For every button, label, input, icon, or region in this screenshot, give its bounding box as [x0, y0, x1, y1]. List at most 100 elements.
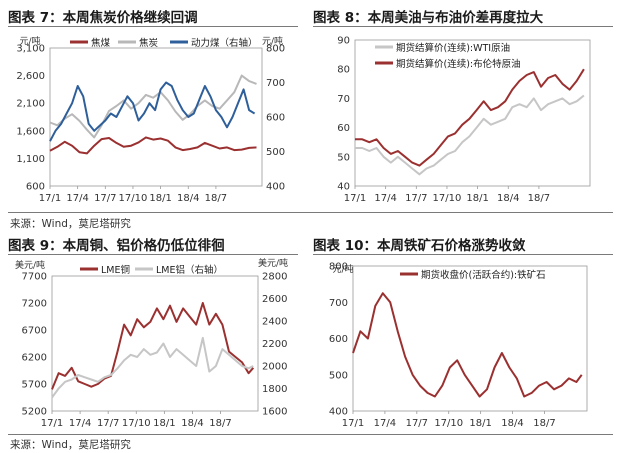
y-tick-label: 40: [337, 182, 350, 193]
y-tick-label: 2,100: [16, 99, 45, 110]
series-line-2: [355, 68, 585, 167]
y2-tick-label: 2400: [262, 317, 287, 328]
y2-tick-label: 2000: [262, 362, 287, 373]
x-tick-label: 18/7: [533, 418, 555, 429]
x-tick-label: 18/1: [153, 418, 175, 429]
y-tick-label: 3,100: [16, 44, 45, 55]
plot-frame: [49, 47, 263, 187]
coke-price-chart: 3,100 2,600 2,100 1,600 1,100 600 800 700 600 500…: [16, 35, 285, 204]
y2-tick-label: 2200: [262, 339, 287, 350]
x-tick-label: 17/10: [434, 418, 463, 429]
legend-label: 期货结算价(连续):WTI原油: [396, 42, 510, 54]
legend-label: 焦煤: [91, 37, 111, 49]
y2-axis-unit: 美元/吨: [258, 257, 288, 269]
x-tick-label: 17/4: [374, 418, 396, 429]
source-note: 来源：Wind，莫尼塔研究: [10, 439, 131, 451]
x-tick-label: 18/7: [528, 193, 550, 204]
source-rule: [8, 434, 613, 435]
y2-tick-label: 800: [266, 44, 285, 55]
x-tick-label: 17/7: [94, 193, 116, 204]
x-tick-label: 17/10: [433, 193, 462, 204]
y2-tick-label: 500: [266, 147, 285, 158]
metal-price-chart: 7700 7200 6700 6200 5700 5200 2800 2600 2400 2200…: [15, 257, 288, 429]
chart-title-9: 图表 9：本周铜、铝价格仍低位徘徊: [8, 238, 225, 254]
y-tick-label: 600: [26, 182, 45, 193]
x-tick-label: 17/10: [122, 418, 151, 429]
y2-tick-label: 700: [266, 78, 285, 89]
y-tick-label: 50: [337, 152, 350, 163]
chart-title-10: 图表 10：本周铁矿石价格涨势收敛: [313, 238, 526, 254]
series-line-1: [352, 292, 583, 398]
x-tick-label: 17/4: [69, 418, 91, 429]
x-tick-label: 18/1: [149, 193, 171, 204]
y2-tick-label: 1600: [262, 407, 287, 418]
y-axis-unit: 美元/吨: [15, 259, 45, 271]
title-rule: [313, 254, 613, 255]
legend-label: 动力煤（右轴）: [191, 37, 258, 49]
x-tick-label: 17/4: [66, 193, 88, 204]
y-tick-label: 5700: [22, 380, 47, 391]
y2-tick-label: 2600: [262, 294, 287, 305]
y-tick-label: 1,100: [16, 154, 45, 165]
plot-frame: [51, 275, 259, 412]
plot-frame: [352, 265, 588, 412]
series-line-1: [49, 136, 257, 155]
legend-label: LME铜: [101, 264, 130, 276]
x-tick-label: 17/1: [344, 193, 366, 204]
y-tick-label: 600: [329, 334, 348, 345]
legend-label: 期货收盘价(活跃合约):铁矿石: [421, 269, 546, 281]
y-tick-label: 6700: [22, 326, 47, 337]
x-tick-label: 18/4: [181, 418, 203, 429]
x-tick-label: 17/1: [39, 193, 61, 204]
x-tick-label: 17/7: [406, 418, 428, 429]
y-tick-label: 70: [337, 94, 350, 105]
chart-title-8: 图表 8：本周美油与布油价差再度拉大: [313, 10, 544, 26]
y2-tick-label: 400: [266, 182, 285, 193]
legend-label: 焦炭: [139, 37, 159, 49]
y-tick-label: 1,600: [16, 126, 45, 137]
legend-label: LME铝（右轴）: [156, 264, 223, 276]
y-axis-unit: 元/吨: [19, 35, 40, 47]
y-tick-label: 700: [329, 298, 348, 309]
chart-title-7: 图表 7：本周焦炭价格继续回调: [8, 10, 198, 26]
series-line-2: [51, 336, 254, 399]
x-tick-label: 18/4: [497, 193, 519, 204]
plot-frame: [354, 39, 591, 187]
title-rule: [8, 26, 298, 27]
x-tick-label: 18/1: [469, 418, 491, 429]
x-tick-label: 18/7: [205, 193, 227, 204]
x-tick-label: 18/4: [177, 193, 199, 204]
y-tick-label: 500: [329, 370, 348, 381]
x-tick-label: 18/7: [209, 418, 231, 429]
y-tick-label: 7700: [22, 272, 47, 283]
y-tick-label: 2,600: [16, 71, 45, 82]
x-tick-label: 17/4: [374, 193, 396, 204]
y-tick-label: 5200: [22, 407, 47, 418]
x-tick-label: 18/1: [466, 193, 488, 204]
title-rule: [313, 26, 613, 27]
y2-axis-unit: 元/吨: [262, 35, 283, 47]
series-line-1: [51, 302, 255, 390]
y2-tick-label: 2800: [262, 272, 287, 283]
y-axis-unit: 元/吨: [332, 263, 353, 275]
x-tick-label: 17/1: [342, 418, 364, 429]
y-tick-label: 90: [337, 36, 350, 47]
series-line-1: [355, 94, 585, 176]
x-tick-label: 17/1: [41, 418, 63, 429]
y-tick-label: 80: [337, 65, 350, 76]
x-tick-label: 17/10: [119, 193, 148, 204]
source-note: 来源：Wind，莫尼塔研究: [10, 218, 131, 230]
legend-label: 期货结算价(连续):布伦特原油: [396, 58, 521, 70]
x-tick-label: 17/7: [405, 193, 427, 204]
y-tick-label: 60: [337, 123, 350, 134]
series-line-3: [49, 81, 256, 142]
series-line-2: [49, 74, 257, 139]
y2-tick-label: 1800: [262, 384, 287, 395]
x-tick-label: 18/4: [501, 418, 523, 429]
y-tick-label: 6200: [22, 353, 47, 364]
y2-tick-label: 600: [266, 113, 285, 124]
y-tick-label: 7200: [22, 299, 47, 310]
source-rule: [8, 212, 613, 213]
